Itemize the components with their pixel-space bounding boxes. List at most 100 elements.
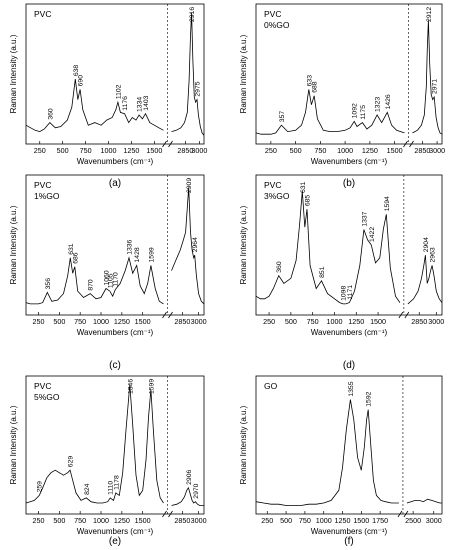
peak-label: 1175	[360, 105, 367, 120]
peak-label: 690	[78, 75, 85, 87]
x-axis-title: Wavenumbers (cm⁻¹)	[77, 328, 154, 337]
x-tick-label: 1500	[135, 516, 151, 525]
x-tick-label: 250	[263, 317, 275, 326]
peak-label: 356	[45, 278, 52, 290]
x-tick-label: 250	[265, 146, 277, 155]
plot-frame	[255, 375, 443, 515]
x-axis-title: Wavenumbers (cm⁻¹)	[77, 527, 154, 536]
peak-label: 2970	[193, 483, 200, 498]
axis-break-mark	[168, 140, 173, 148]
x-tick-label: 2850	[177, 146, 193, 155]
x-axis-title: Wavenumbers (cm⁻¹)	[311, 527, 388, 536]
plot-frame	[25, 3, 205, 145]
x-tick-label: 500	[280, 516, 292, 525]
x-tick-label: 1250	[114, 516, 130, 525]
y-axis-title: Raman Intensity (a.u.)	[239, 205, 248, 284]
peak-label: 1355	[348, 381, 355, 396]
x-tick-label: 3000	[191, 146, 207, 155]
sample-label: PVC	[34, 381, 51, 391]
x-tick-label: 1250	[362, 146, 378, 155]
x-tick-label: 2850	[174, 516, 190, 525]
y-axis-title: Raman Intensity (a.u.)	[9, 34, 18, 113]
x-tick-label: 750	[74, 516, 86, 525]
x-tick-label: 750	[80, 146, 92, 155]
y-axis-title: Raman Intensity (a.u.)	[239, 405, 248, 484]
x-tick-label: 1000	[316, 516, 332, 525]
spectrum-line-high	[406, 498, 442, 504]
spectrum-line-high	[171, 187, 205, 305]
y-axis-title: Raman Intensity (a.u.)	[9, 405, 18, 484]
x-tick-label: 1250	[114, 317, 130, 326]
y-axis-title: Raman Intensity (a.u.)	[239, 34, 248, 113]
peak-label: 1428	[134, 247, 141, 262]
sample-label: PVC	[264, 180, 281, 190]
y-axis-title: Raman Intensity (a.u.)	[9, 205, 18, 284]
spectrum-line-low	[25, 256, 164, 305]
x-tick-label: 250	[33, 317, 45, 326]
axis-break-mark	[168, 510, 173, 518]
spectrum-line-low	[25, 384, 164, 504]
x-tick-label: 1500	[146, 146, 162, 155]
x-axis-title: Wavenumbers (cm⁻¹)	[311, 328, 388, 337]
peak-label: 2971	[432, 79, 439, 94]
peak-label: 1102	[115, 84, 122, 99]
x-tick-label: 250	[261, 516, 273, 525]
spectrum-line-high	[407, 255, 443, 305]
x-tick-label: 1500	[387, 146, 403, 155]
axis-break-mark	[398, 311, 404, 319]
x-tick-label: 500	[53, 516, 65, 525]
peak-label: 2912	[426, 7, 433, 22]
plot-frame	[255, 174, 443, 316]
peak-label: 357	[279, 111, 286, 123]
x-tick-label: 1250	[123, 146, 139, 155]
x-tick-label: 750	[74, 317, 86, 326]
peak-label: 1098	[341, 286, 348, 301]
x-tick-label: 1250	[335, 516, 351, 525]
peak-label: 1092	[352, 103, 359, 118]
x-tick-label: 1500	[135, 317, 151, 326]
x-tick-label: 3000	[429, 146, 445, 155]
peak-label: 1426	[385, 94, 392, 109]
x-tick-label: 500	[285, 317, 297, 326]
sample-label: GO	[264, 381, 278, 391]
x-tick-label: 3000	[191, 516, 207, 525]
peak-label: 1403	[143, 95, 150, 110]
peak-label: 629	[68, 456, 75, 468]
plot-frame	[255, 3, 443, 145]
peak-label: 685	[305, 195, 312, 207]
x-tick-label: 1000	[326, 317, 342, 326]
peak-label: 1336	[127, 239, 134, 254]
axis-break-mark	[162, 510, 167, 518]
x-tick-label: 3000	[428, 317, 444, 326]
spectrum-line-high	[171, 12, 205, 136]
x-tick-label: 750	[314, 146, 326, 155]
peak-label: 2916	[189, 7, 196, 22]
panel-label: (a)	[109, 178, 121, 189]
sample-label: PVC	[264, 9, 281, 19]
axis-break-mark	[403, 510, 409, 518]
peak-label: 1105	[107, 273, 114, 288]
axis-break-mark	[403, 140, 408, 148]
x-tick-label: 500	[57, 146, 69, 155]
panel-d: 250 500 750 1000 1250 1500 2850 3000 360 631 685 85…	[239, 174, 444, 371]
spectrum-line-low	[255, 89, 405, 135]
panel-label: (d)	[343, 360, 355, 371]
peak-label: 638	[73, 65, 80, 77]
sample-label: 1%GO	[34, 191, 60, 201]
peak-label: 360	[47, 108, 54, 120]
peak-label: 1592	[366, 391, 373, 406]
x-tick-label: 250	[34, 146, 46, 155]
x-tick-label: 2850	[174, 317, 190, 326]
peak-label: 2904	[423, 237, 430, 252]
x-axis-title: Wavenumbers (cm⁻¹)	[77, 157, 154, 166]
axis-break-mark	[404, 311, 410, 319]
x-tick-label: 750	[307, 317, 319, 326]
axis-break-mark	[162, 140, 167, 148]
x-tick-label: 750	[299, 516, 311, 525]
peak-label: 851	[319, 266, 326, 278]
peak-label: 1060	[104, 270, 111, 285]
peak-label: 1422	[369, 227, 376, 242]
